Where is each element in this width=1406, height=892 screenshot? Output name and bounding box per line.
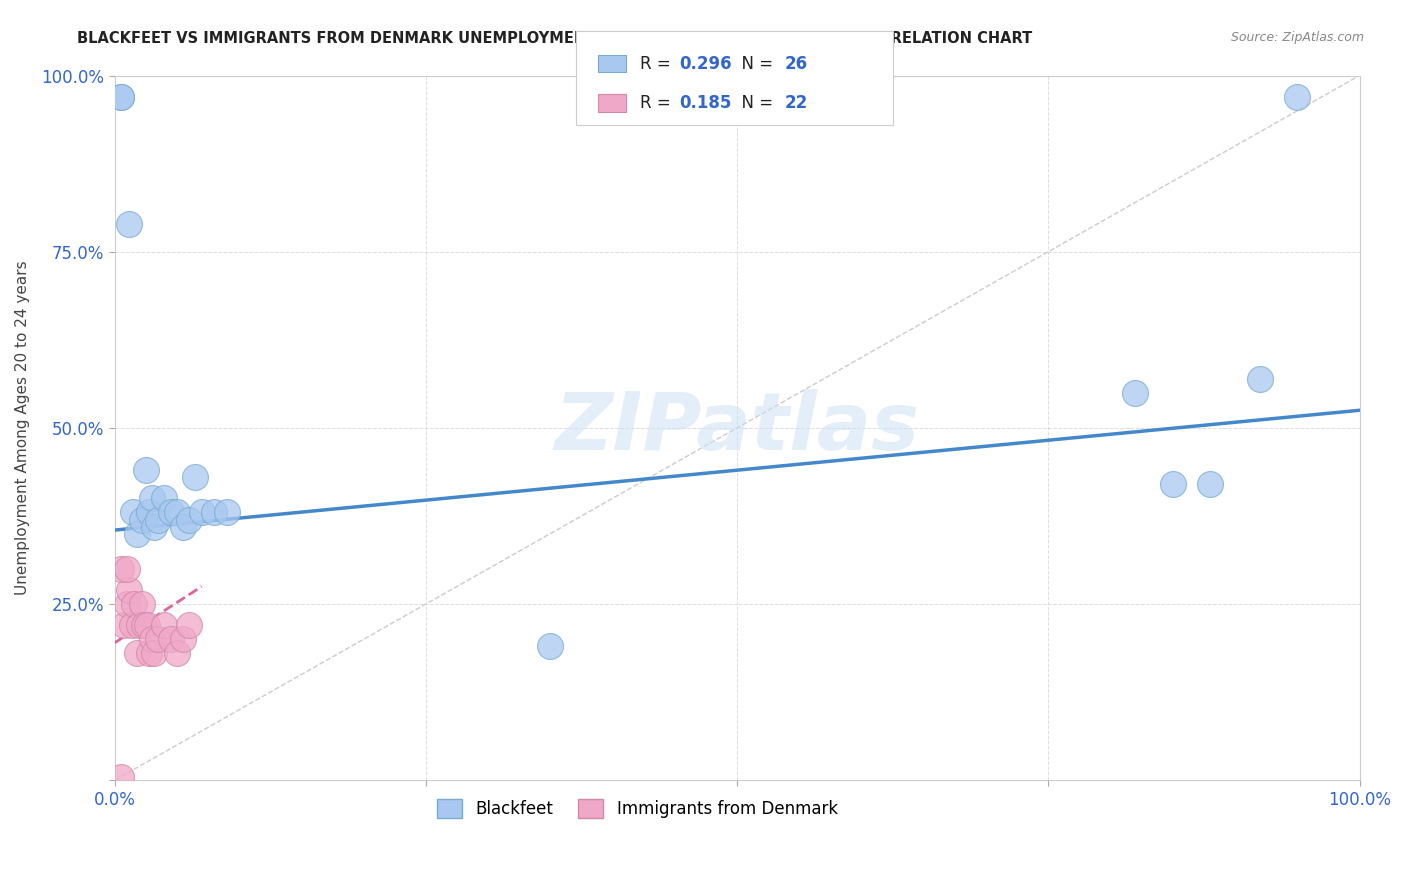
Point [179,512,201,526]
Text: 22: 22 [785,95,808,112]
Point [1249,371,1271,385]
Point [1125,385,1147,400]
Point [110,89,132,103]
Point [1161,477,1184,491]
Point [179,618,201,632]
Point [215,506,238,520]
Point [141,632,163,647]
Point [135,618,157,632]
Point [118,582,141,597]
Point [135,463,157,477]
Text: N =: N = [731,95,779,112]
Point [114,618,136,632]
Point [110,770,132,784]
Point [138,647,160,661]
Point [110,89,132,103]
Text: 0.185: 0.185 [679,95,731,112]
Text: BLACKFEET VS IMMIGRANTS FROM DENMARK UNEMPLOYMENT AMONG AGES 20 TO 24 YEARS CORR: BLACKFEET VS IMMIGRANTS FROM DENMARK UNE… [77,31,1032,46]
Point [134,618,156,632]
Point [128,618,150,632]
Point [202,506,225,520]
Point [1199,477,1222,491]
Point [166,506,188,520]
Point [143,647,166,661]
Point [172,632,194,647]
Point [110,562,132,576]
Point [166,647,188,661]
Point [153,491,176,506]
Text: N =: N = [731,54,779,72]
Point [190,506,212,520]
Point [146,632,169,647]
Point [184,470,207,484]
Text: R =: R = [640,54,676,72]
Legend: Blackfeet, Immigrants from Denmark: Blackfeet, Immigrants from Denmark [430,792,845,825]
Point [159,632,181,647]
Point [118,217,141,231]
Point [122,506,145,520]
Y-axis label: Unemployment Among Ages 20 to 24 years: Unemployment Among Ages 20 to 24 years [15,260,30,595]
Point [138,506,160,520]
Point [146,512,169,526]
Point [125,647,148,661]
Point [115,562,138,576]
Point [172,519,194,533]
Text: 0.296: 0.296 [679,54,731,72]
Point [1286,89,1309,103]
Text: 26: 26 [785,54,807,72]
Point [131,597,153,611]
Point [125,526,148,541]
Point [121,618,143,632]
Point [124,597,146,611]
Point [131,512,153,526]
Point [538,640,561,654]
Text: R =: R = [640,95,676,112]
Text: ZIPatlas: ZIPatlas [554,389,920,467]
Point [153,618,176,632]
Point [159,506,181,520]
Point [141,491,163,506]
Text: Source: ZipAtlas.com: Source: ZipAtlas.com [1230,31,1364,45]
Point [115,597,138,611]
Point [143,519,166,533]
